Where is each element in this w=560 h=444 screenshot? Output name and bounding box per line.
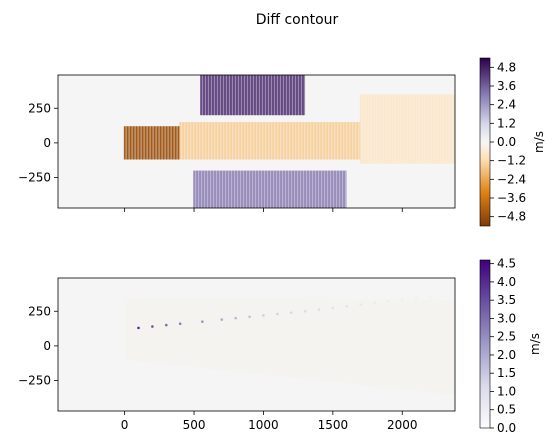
bottom-colorbar-label: m/s	[528, 333, 542, 355]
top-y-tick-label: −250	[18, 171, 51, 185]
bottom-colorbar-ticks: 4.5 4.0 3.5 3.0 2.5 2.0 1.5 1.0 0.5 0.0	[490, 257, 516, 435]
bottom-x-tick-label: 1000	[248, 418, 279, 432]
top-plot-frame	[57, 74, 456, 209]
data-point	[151, 325, 154, 328]
data-point	[137, 326, 140, 330]
bottom-colorbar-tick-label: 0.0	[497, 421, 516, 435]
data-point	[428, 295, 432, 299]
bottom-x-tick-label: 2000	[387, 418, 418, 432]
data-point	[164, 323, 168, 327]
top-y-tick-label: 250	[28, 101, 51, 115]
bottom-x-tick-label: 500	[183, 418, 206, 432]
bottom-colorbar-tick-label: 3.0	[497, 311, 516, 325]
bottom-colorbar-tick-label: 3.5	[497, 293, 516, 307]
top-y-tick-label: 0	[43, 136, 51, 150]
bottom-x-tick-label: 1500	[318, 418, 349, 432]
bottom-colorbar-tick-label: 1.5	[497, 366, 516, 380]
bottom-colorbar-tick-label: 2.0	[497, 348, 516, 362]
bottom-colorbar-tick-label: 1.0	[497, 384, 516, 398]
bottom-colorbar-tick-label: 4.5	[497, 257, 516, 271]
data-point	[317, 308, 321, 311]
data-point	[345, 304, 349, 308]
region-moderate-negative	[179, 122, 361, 160]
top-colorbar-tick-label: −4.8	[497, 210, 526, 224]
top-colorbar-tick-label: 2.4	[497, 98, 516, 112]
data-point	[201, 320, 204, 323]
top-heatmap-regions	[123, 75, 455, 208]
data-point	[220, 318, 224, 321]
top-colorbar-ticks: 4.8 3.6 2.4 1.2 0.0 −1.2 −2.4 −3.6 −4.8	[490, 60, 526, 224]
region-positive-bottom	[193, 170, 347, 208]
top-panel: 250 0 −250 4.8 3.6 2.4 1.2 0.0 −1.2 −2.4 −3.6 −4.8…	[18, 57, 546, 227]
bottom-colorbar-tick-label: 0.5	[497, 403, 516, 417]
data-point	[178, 322, 182, 326]
top-colorbar-tick-label: 4.8	[497, 60, 516, 74]
data-point	[373, 301, 376, 305]
bottom-y-axis: 250 0 −250	[18, 304, 58, 388]
top-colorbar-tick-label: −1.2	[497, 154, 526, 168]
top-y-axis: 250 0 −250	[18, 101, 58, 185]
figure-title: Diff contour	[256, 12, 339, 28]
bottom-panel: 250 0 −250 0 500 1000 1500 2000 4.5 4.0 3.5 3.0 2.…	[18, 257, 542, 435]
data-point	[387, 299, 390, 303]
top-colorbar	[479, 57, 491, 227]
data-point	[289, 311, 293, 314]
top-colorbar-label: m/s	[532, 131, 546, 153]
data-point	[248, 315, 251, 319]
region-strong-positive-top	[200, 75, 306, 116]
bottom-colorbar-tick-label: 2.5	[497, 330, 516, 344]
bottom-x-axis: 0 500 1000 1500 2000	[121, 411, 418, 432]
region-weak-negative-far	[359, 94, 455, 164]
data-point	[331, 306, 335, 310]
bottom-y-tick-label: 0	[43, 339, 51, 353]
bottom-plot-frame	[57, 277, 456, 412]
bottom-y-tick-label: −250	[18, 374, 51, 388]
bottom-faint-field	[125, 298, 455, 395]
data-point	[234, 316, 237, 320]
bottom-colorbar	[479, 259, 491, 429]
top-colorbar-tick-label: 0.0	[497, 135, 516, 149]
region-strong-negative	[123, 126, 181, 160]
data-point	[400, 298, 404, 301]
top-x-axis	[124, 208, 403, 212]
bottom-points	[137, 294, 446, 330]
data-point	[359, 303, 362, 306]
top-colorbar-tick-label: 1.2	[497, 116, 516, 130]
data-point	[276, 312, 279, 316]
data-point	[303, 309, 307, 313]
data-point	[262, 314, 265, 317]
top-colorbar-tick-label: −2.4	[497, 172, 526, 186]
top-colorbar-tick-label: −3.6	[497, 191, 526, 205]
data-point	[442, 294, 446, 298]
data-point	[414, 296, 418, 300]
bottom-x-tick-label: 0	[121, 418, 129, 432]
bottom-colorbar-tick-label: 4.0	[497, 275, 516, 289]
bottom-y-tick-label: 250	[28, 304, 51, 318]
top-colorbar-tick-label: 3.6	[497, 79, 516, 93]
